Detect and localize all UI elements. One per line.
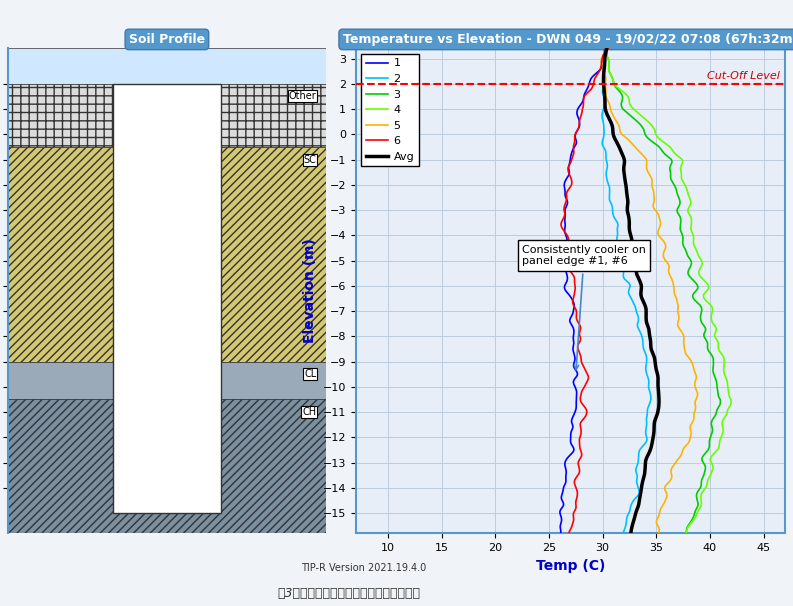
Legend: 1, 2, 3, 4, 5, 6, Avg: 1, 2, 3, 4, 5, 6, Avg xyxy=(362,54,419,166)
4 xyxy=(681,530,691,537)
6 xyxy=(567,178,577,185)
3 xyxy=(603,45,612,52)
2 xyxy=(642,371,652,379)
6 xyxy=(557,225,567,232)
3 xyxy=(710,371,719,379)
Line: 4: 4 xyxy=(607,48,731,533)
5 xyxy=(653,530,663,537)
Avg xyxy=(621,180,630,187)
6 xyxy=(603,45,613,52)
Line: 1: 1 xyxy=(560,48,605,533)
2 xyxy=(638,338,648,345)
Text: 图3、温度达到峰值，热法桩身完整性测试: 图3、温度达到峰值，热法桩身完整性测试 xyxy=(278,587,420,600)
1 xyxy=(561,178,570,185)
1 xyxy=(556,530,565,537)
2 xyxy=(632,471,642,479)
Avg xyxy=(602,45,611,52)
Avg xyxy=(640,471,649,479)
1 xyxy=(560,225,569,232)
3 xyxy=(681,530,691,537)
5 xyxy=(602,45,611,52)
1 xyxy=(560,180,569,187)
Line: 6: 6 xyxy=(561,48,608,533)
2 xyxy=(603,178,612,185)
Line: 2: 2 xyxy=(602,48,651,533)
5 xyxy=(654,225,664,232)
Bar xyxy=(8,362,326,399)
3 xyxy=(668,180,678,187)
Text: CH: CH xyxy=(302,407,316,417)
3 xyxy=(667,178,676,185)
Line: 5: 5 xyxy=(601,48,698,533)
5 xyxy=(691,371,701,379)
Bar xyxy=(8,48,326,84)
4 xyxy=(678,178,688,185)
Line: Avg: Avg xyxy=(603,48,659,533)
Text: TIP-R Version 2021.19.4.0: TIP-R Version 2021.19.4.0 xyxy=(301,562,427,573)
4 xyxy=(686,225,695,232)
Avg xyxy=(626,530,636,537)
4 xyxy=(713,338,722,345)
Bar xyxy=(113,84,221,513)
Bar xyxy=(8,147,326,362)
5 xyxy=(679,338,688,345)
Title: Soil Profile: Soil Profile xyxy=(128,33,205,46)
2 xyxy=(613,225,623,232)
6 xyxy=(583,371,592,379)
6 xyxy=(567,180,577,187)
Bar xyxy=(8,84,326,147)
4 xyxy=(720,371,730,379)
6 xyxy=(573,471,583,479)
Text: Cut-Off Level: Cut-Off Level xyxy=(707,72,780,81)
Text: CL: CL xyxy=(305,369,316,379)
3 xyxy=(702,338,711,345)
6 xyxy=(564,530,573,537)
1 xyxy=(561,471,571,479)
3 xyxy=(699,471,709,479)
1 xyxy=(573,371,582,379)
Title: Temperature vs Elevation - DWN 049 - 19/02/22 07:08 (67h:32m): Temperature vs Elevation - DWN 049 - 19/… xyxy=(343,33,793,46)
2 xyxy=(619,530,628,537)
5 xyxy=(647,178,657,185)
6 xyxy=(575,338,584,345)
4 xyxy=(603,45,612,52)
Avg xyxy=(653,371,662,379)
Avg xyxy=(646,338,655,345)
Text: Other: Other xyxy=(289,92,316,101)
3 xyxy=(676,225,685,232)
Text: SC: SC xyxy=(304,155,316,165)
5 xyxy=(647,180,657,187)
Bar xyxy=(8,399,326,533)
2 xyxy=(603,45,612,52)
Y-axis label: Elevation (m): Elevation (m) xyxy=(303,238,317,344)
Text: Consistently cooler on
panel edge #1, #6: Consistently cooler on panel edge #1, #6 xyxy=(522,245,646,370)
Avg xyxy=(625,225,634,232)
Line: 3: 3 xyxy=(607,48,720,533)
4 xyxy=(706,471,715,479)
2 xyxy=(603,180,613,187)
Avg xyxy=(620,178,630,185)
1 xyxy=(600,45,609,52)
4 xyxy=(679,180,688,187)
5 xyxy=(667,471,676,479)
1 xyxy=(569,338,578,345)
X-axis label: Temp (C): Temp (C) xyxy=(536,559,605,573)
